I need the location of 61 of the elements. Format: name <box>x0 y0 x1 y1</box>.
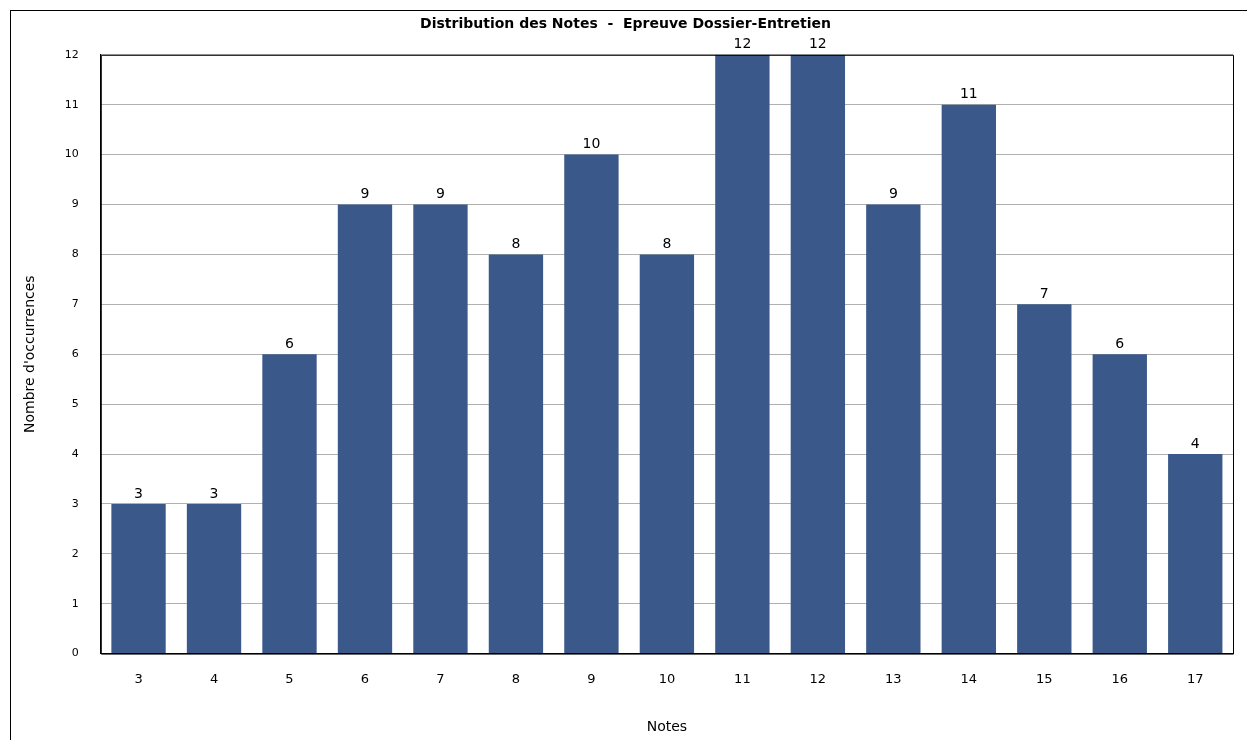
x-tick-label: 5 <box>285 670 294 686</box>
data-label: 6 <box>285 334 295 351</box>
x-tick-label: 15 <box>1036 670 1053 686</box>
x-tick-label: 12 <box>809 670 827 686</box>
x-tick-label: 8 <box>511 670 521 686</box>
data-label: 8 <box>511 235 521 252</box>
y-tick-label: 9 <box>71 197 79 211</box>
y-tick-label: 2 <box>71 546 79 560</box>
bar <box>639 254 695 654</box>
x-tick-label: 7 <box>436 670 445 686</box>
x-tick-label: 17 <box>1186 670 1204 686</box>
y-tick-label: 7 <box>71 297 79 311</box>
data-label: 4 <box>1190 434 1200 451</box>
bar <box>715 54 770 654</box>
x-tick-label: 14 <box>960 670 978 686</box>
y-tick-label: 4 <box>71 446 79 460</box>
y-tick-label: 6 <box>71 347 79 361</box>
data-label: 10 <box>582 135 601 152</box>
y-axis-title: Nombre d'occurrences <box>21 275 38 434</box>
y-tick-label: 0 <box>71 646 79 660</box>
data-label: 3 <box>209 484 219 501</box>
x-tick-label: 9 <box>587 670 596 686</box>
bar <box>186 503 242 654</box>
data-label: 9 <box>888 185 898 202</box>
y-tick-label: 1 <box>71 596 79 610</box>
x-tick-label: 6 <box>360 670 370 686</box>
data-label: 9 <box>436 185 445 202</box>
bar <box>790 54 846 654</box>
y-tick-label: 8 <box>71 247 79 261</box>
bar <box>564 154 619 654</box>
bar <box>337 204 393 654</box>
data-label: 12 <box>733 35 752 52</box>
data-label: 7 <box>1039 284 1049 301</box>
x-tick-label: 3 <box>134 670 143 686</box>
y-tick-label: 10 <box>64 147 79 161</box>
bar <box>111 503 166 654</box>
x-axis-title: Notes <box>646 718 688 735</box>
data-label: 11 <box>959 85 978 102</box>
bar <box>262 354 317 654</box>
x-tick-label: 13 <box>885 670 902 686</box>
data-label: 8 <box>662 235 672 252</box>
x-tick-label: 10 <box>658 670 676 686</box>
x-tick-label: 16 <box>1111 670 1129 686</box>
bar <box>488 254 544 654</box>
data-label: 9 <box>360 185 370 202</box>
x-tick-label: 4 <box>209 670 219 686</box>
bar <box>866 204 921 654</box>
y-tick-label: 12 <box>64 47 79 61</box>
x-tick-label: 11 <box>734 670 751 686</box>
bar <box>941 104 996 654</box>
bar <box>1017 304 1072 654</box>
y-tick-label: 3 <box>71 496 79 510</box>
data-label: 12 <box>808 35 827 52</box>
chart-title: Distribution des Notes - Epreuve Dossier-Entretien <box>420 15 831 32</box>
y-tick-label: 11 <box>64 97 79 111</box>
data-label: 3 <box>134 484 143 501</box>
bar <box>413 204 468 654</box>
bar <box>1092 354 1147 654</box>
bar <box>1168 454 1223 654</box>
y-tick-label: 5 <box>71 396 79 410</box>
data-label: 6 <box>1115 334 1125 351</box>
